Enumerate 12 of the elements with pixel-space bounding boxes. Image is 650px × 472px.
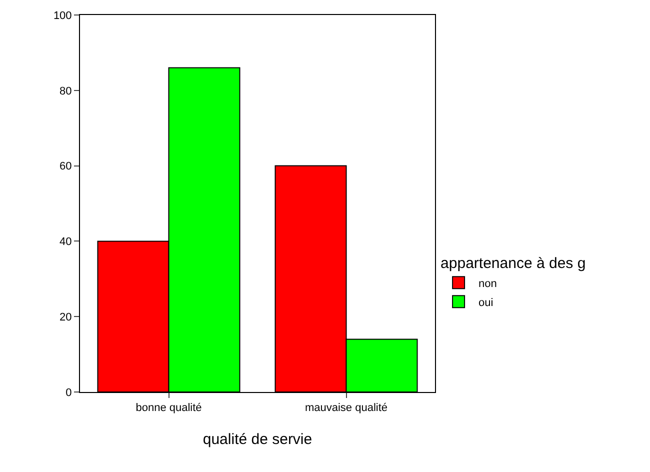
legend-title: appartenance à des g	[440, 255, 586, 272]
x-tick-label: bonne qualité	[136, 402, 202, 414]
legend-label: oui	[478, 296, 494, 309]
y-tick-label: 20	[60, 311, 72, 324]
x-axis-title: qualité de servie	[202, 431, 312, 448]
legend-label: non	[478, 278, 497, 290]
y-tick-label: 80	[60, 85, 72, 98]
y-tick-label: 40	[60, 236, 72, 248]
y-tick-label: 100	[53, 10, 72, 22]
y-tick-label: 0	[66, 386, 72, 399]
y-tick-label: 60	[60, 160, 72, 173]
x-tick-label: mauvaise qualité	[304, 402, 388, 414]
